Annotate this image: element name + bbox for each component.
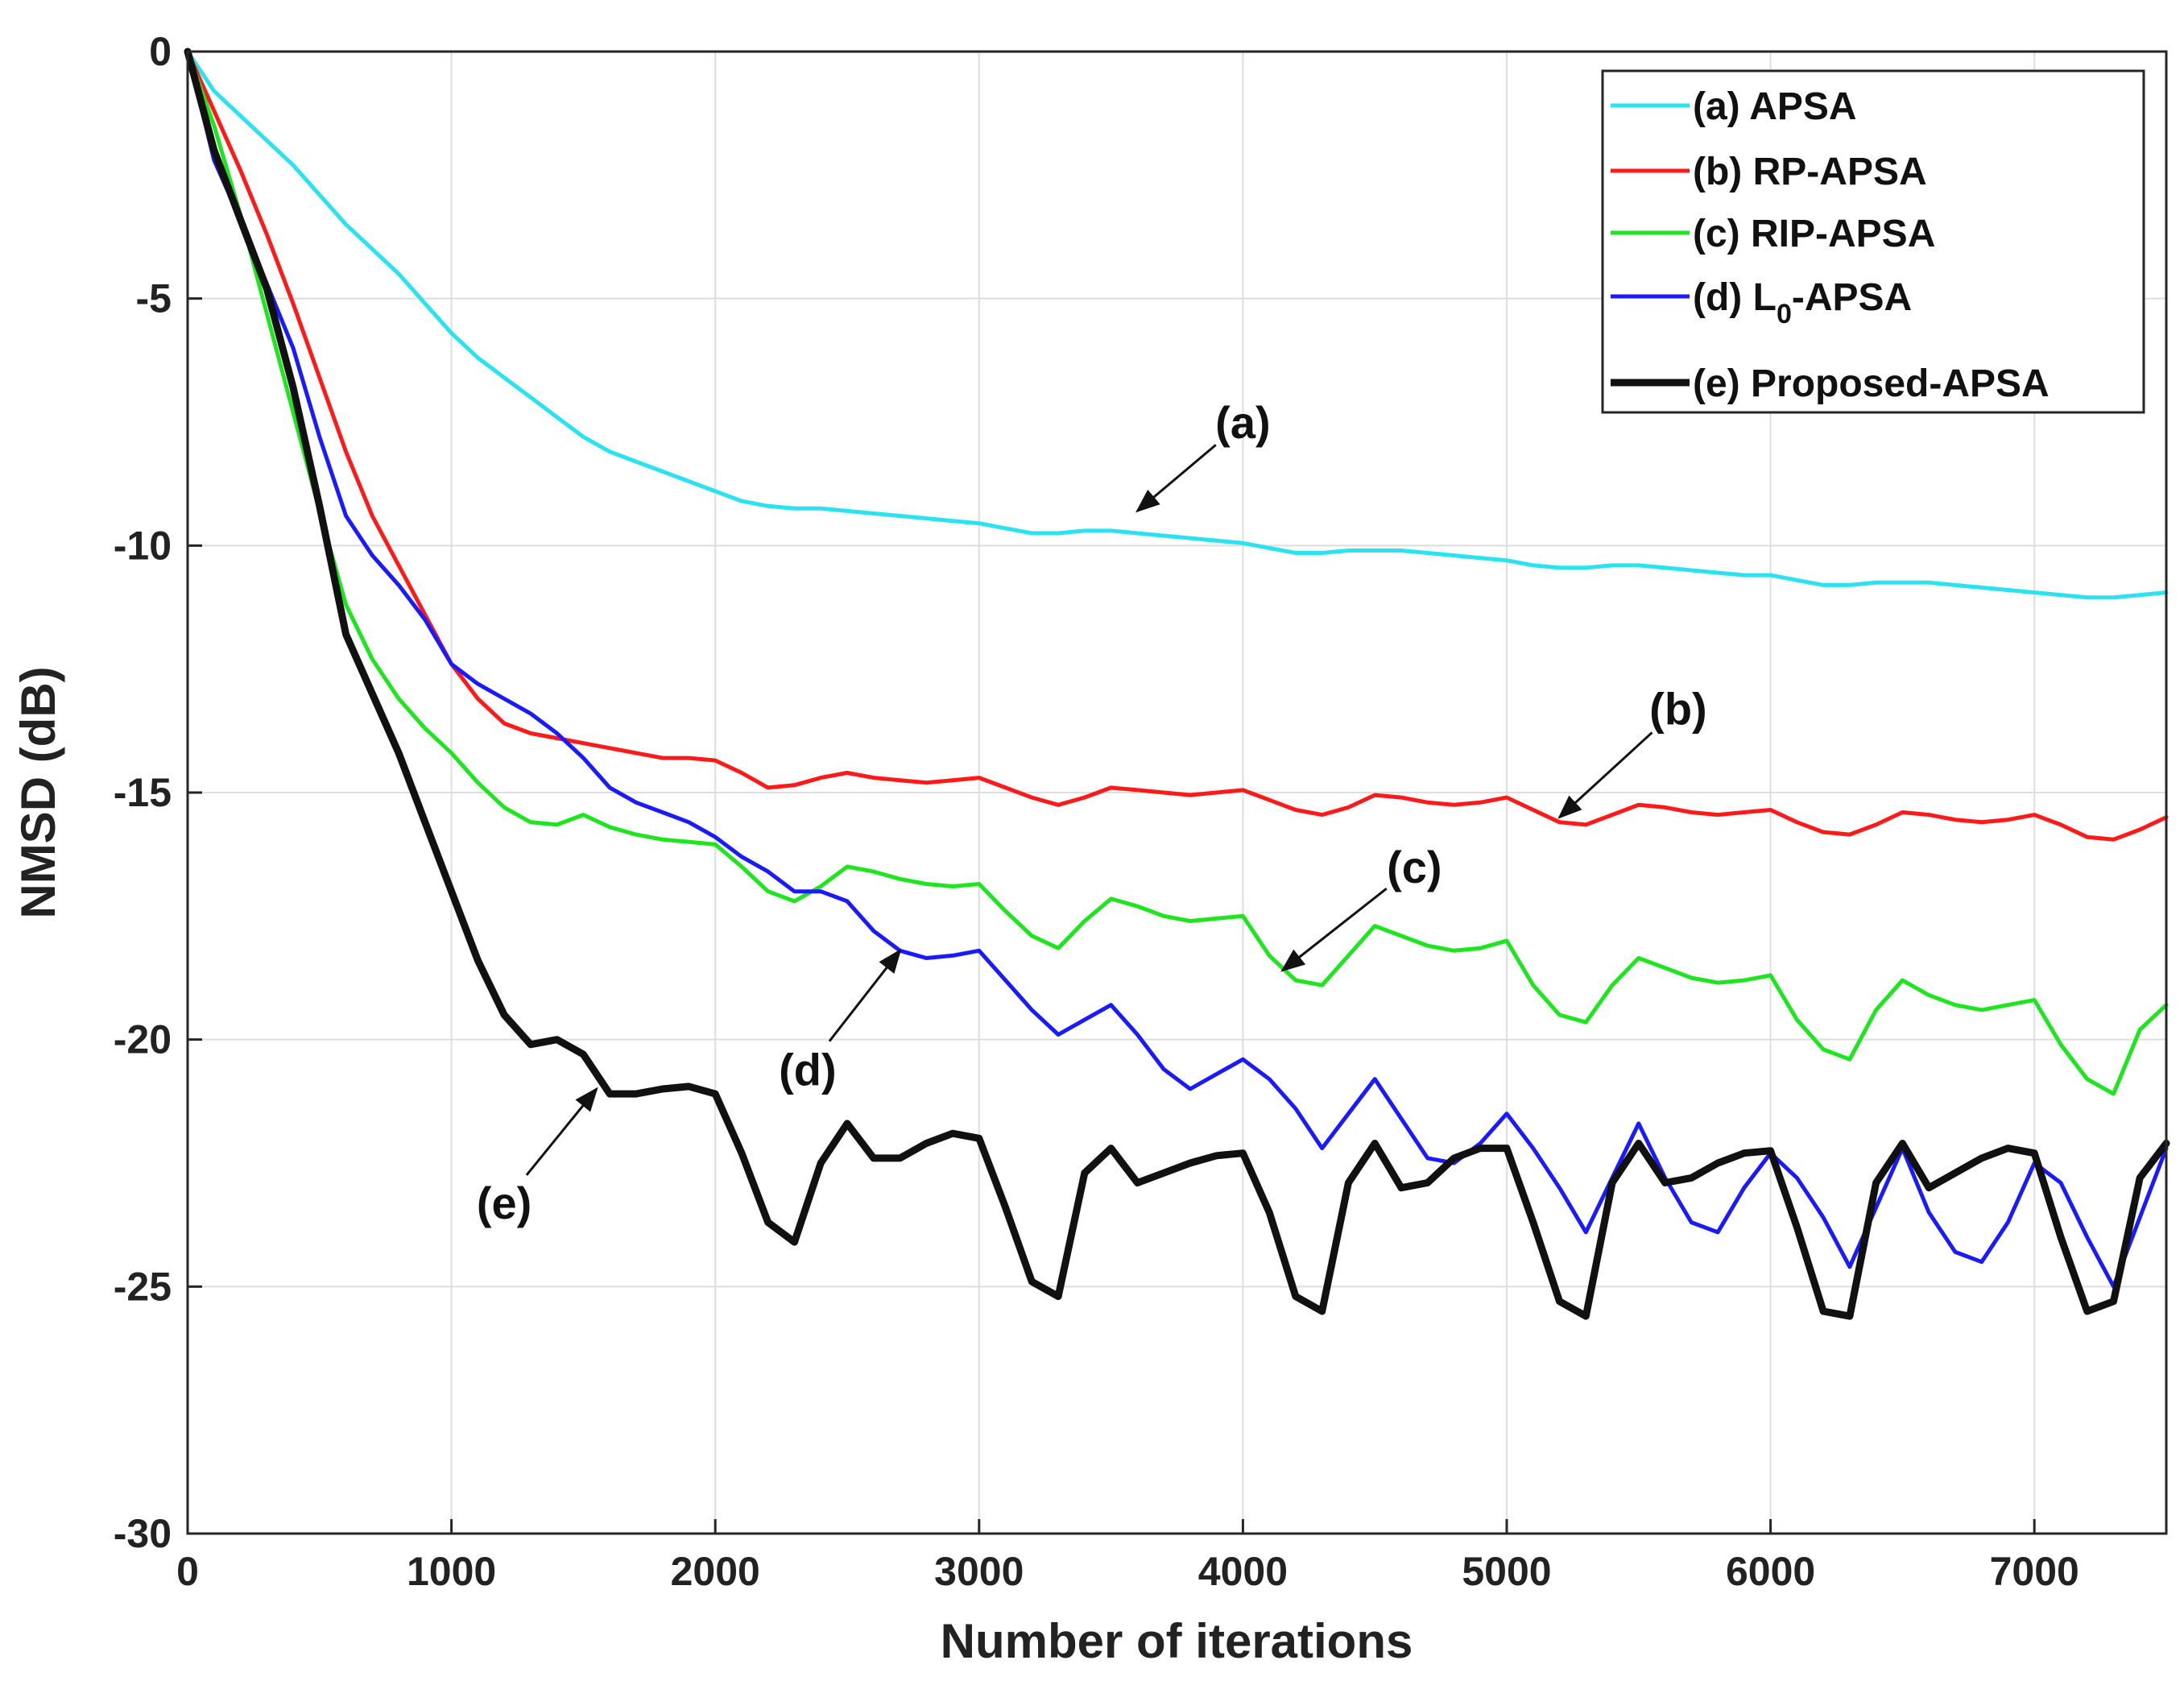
x-axis-title: Number of iterations <box>941 1614 1413 1668</box>
series-line-5 <box>184 48 2170 1320</box>
legend-label-base: (e) Proposed-APSA <box>1693 362 2050 405</box>
x-tick-label: 4000 <box>1198 1549 1288 1594</box>
annotation-label: (b) <box>1649 684 1707 735</box>
annotation-arrow <box>828 948 902 1042</box>
y-tick-label: -20 <box>114 1017 172 1062</box>
x-tick-label: 6000 <box>1726 1549 1815 1594</box>
y-tick-label: -15 <box>114 770 172 815</box>
legend-label-base: (c) RIP-APSA <box>1693 213 1935 255</box>
legend-box <box>1601 69 2145 414</box>
annotation-label: (e) <box>477 1178 532 1228</box>
legend-label-base: (a) APSA <box>1693 85 1857 128</box>
legend-entry-5: (e) Proposed-APSA <box>1693 362 2050 405</box>
series-line-3 <box>185 49 2169 1096</box>
annotation-arrow <box>1557 731 1653 819</box>
annotation-label: (d) <box>779 1044 837 1095</box>
x-tick-label: 2000 <box>671 1549 760 1594</box>
legend-label-base: (b) RP-APSA <box>1693 151 1927 193</box>
x-tick-label: 5000 <box>1462 1549 1551 1594</box>
series-lines <box>184 48 2170 1320</box>
legend: (a) APSA (b) RP-APSA (c) RIP-APSA (d) L0-AP… <box>1601 69 2145 414</box>
legend-entry-2: (b) RP-APSA <box>1693 151 1927 193</box>
annotation-arrow <box>1135 444 1217 513</box>
y-axis-title: NMSD (dB) <box>11 666 65 918</box>
x-tick-label: 3000 <box>934 1549 1024 1594</box>
y-tick-label: -10 <box>114 523 172 568</box>
y-tick-label: 0 <box>149 29 172 74</box>
axis-ticks: 0 1000 2000 3000 4000 5000 6000 7000 0 -5 -10 -15 -2… <box>114 29 2079 1594</box>
legend-entry-3: (c) RIP-APSA <box>1693 213 1935 255</box>
legend-label-suffix: -APSA <box>1792 276 1912 319</box>
annotations: (a) (b) (c) (d) (e) <box>477 397 1707 1228</box>
series-line-1 <box>185 49 2169 600</box>
annotation-arrow <box>525 1087 598 1176</box>
legend-entry-4: (d) L0-APSA <box>1693 276 1912 329</box>
y-tick-label: -5 <box>136 276 172 321</box>
annotation-arrow <box>1280 888 1388 972</box>
legend-entry-1: (a) APSA <box>1693 85 1857 128</box>
x-tick-label: 0 <box>176 1549 199 1594</box>
y-tick-label: -30 <box>114 1511 172 1556</box>
annotation-label: (c) <box>1387 842 1442 892</box>
series-line-4 <box>185 49 2169 1289</box>
x-tick-label: 7000 <box>1990 1549 2079 1594</box>
y-tick-label: -25 <box>114 1264 172 1309</box>
series-line-2 <box>185 49 2169 842</box>
annotation-label: (a) <box>1215 397 1270 448</box>
legend-label-subscript: 0 <box>1777 299 1792 329</box>
legend-label-base: (d) L <box>1693 276 1777 319</box>
x-tick-label: 1000 <box>407 1549 496 1594</box>
